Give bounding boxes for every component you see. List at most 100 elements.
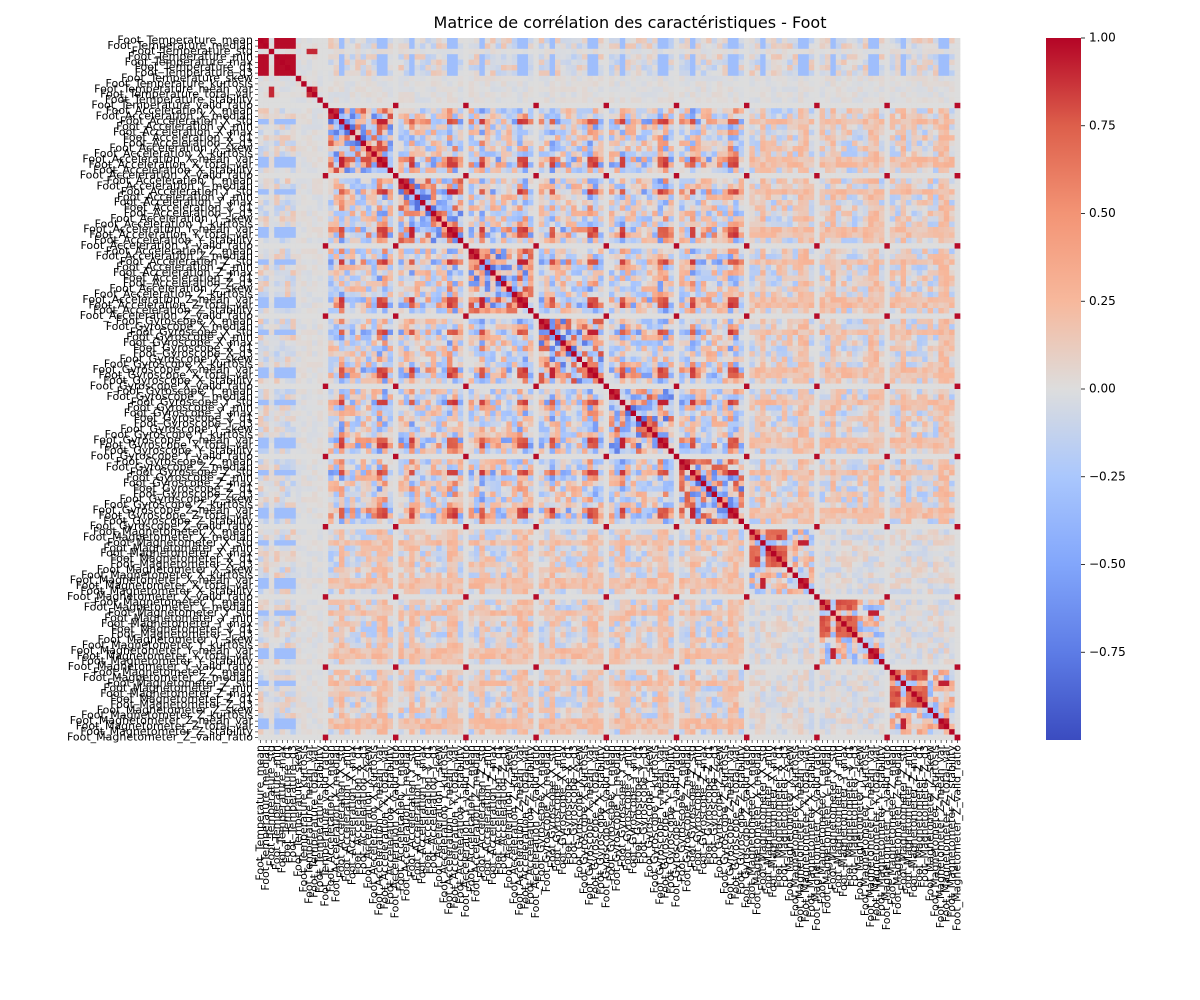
heatmap-cell: [587, 70, 594, 77]
heatmap-cell: [943, 92, 950, 98]
heatmap-cell: [625, 70, 631, 77]
heatmap-cell: [625, 237, 631, 244]
heatmap-cell: [285, 92, 291, 98]
heatmap-cell: [733, 194, 739, 201]
heatmap-cell: [717, 178, 723, 185]
heatmap-cell: [954, 221, 961, 228]
heatmap-cell: [636, 54, 642, 60]
heatmap-cell: [927, 140, 934, 147]
heatmap-cell: [582, 151, 588, 158]
heatmap-cell: [911, 92, 918, 98]
heatmap-cell: [430, 243, 437, 249]
heatmap-cell: [700, 173, 707, 179]
heatmap-cell: [317, 146, 324, 152]
heatmap-cell: [889, 124, 896, 131]
heatmap-cell: [846, 124, 853, 131]
heatmap-cell: [279, 59, 286, 66]
heatmap-cell: [441, 178, 448, 185]
heatmap-cell: [328, 129, 334, 136]
heatmap-cell: [792, 237, 799, 244]
heatmap-cell: [366, 146, 372, 152]
heatmap-cell: [684, 43, 691, 50]
heatmap-cell: [933, 65, 939, 71]
heatmap-cell: [495, 43, 502, 50]
heatmap-cell: [954, 167, 961, 174]
heatmap-cell: [393, 210, 399, 217]
heatmap-cell: [727, 156, 734, 163]
heatmap-cell: [798, 43, 804, 50]
heatmap-cell: [258, 59, 264, 66]
heatmap-cell: [744, 194, 750, 201]
heatmap-cell: [268, 162, 275, 168]
heatmap-cell: [614, 119, 621, 125]
heatmap-cell: [619, 75, 626, 82]
heatmap-cell: [852, 113, 858, 120]
heatmap-cell: [306, 167, 313, 174]
heatmap-cell: [722, 140, 729, 147]
heatmap-cell: [393, 183, 399, 190]
heatmap-cell: [949, 119, 955, 125]
heatmap-cell: [528, 156, 534, 163]
heatmap-cell: [528, 162, 534, 168]
heatmap-cell: [555, 146, 561, 152]
heatmap-cell: [614, 38, 621, 44]
heatmap-cell: [727, 81, 734, 87]
heatmap-cell: [355, 81, 361, 87]
heatmap-cell: [884, 38, 891, 44]
heatmap-cell: [663, 48, 669, 55]
heatmap-cell: [911, 200, 918, 206]
heatmap-cell: [641, 119, 648, 125]
heatmap-cell: [517, 129, 523, 136]
heatmap-cell: [457, 86, 464, 93]
heatmap-cell: [603, 129, 610, 136]
heatmap-cell: [328, 119, 334, 125]
heatmap-cell: [587, 102, 594, 109]
heatmap-cell: [511, 162, 518, 168]
heatmap-cell: [495, 243, 502, 249]
heatmap-cell: [414, 59, 421, 66]
heatmap-cell: [468, 205, 475, 212]
heatmap-cell: [560, 119, 567, 125]
heatmap-cell: [706, 221, 712, 228]
heatmap-cell: [441, 108, 448, 114]
heatmap-cell: [571, 156, 577, 163]
heatmap-cell: [468, 135, 475, 141]
heatmap-cell: [668, 140, 675, 147]
heatmap-cell: [733, 92, 739, 98]
heatmap-cell: [943, 216, 950, 222]
heatmap-cell: [754, 129, 761, 136]
heatmap-cell: [533, 81, 540, 87]
heatmap-cell: [781, 221, 788, 228]
heatmap-cell: [268, 232, 275, 239]
heatmap-cell: [511, 146, 518, 152]
heatmap-cell: [895, 140, 901, 147]
heatmap-cell: [403, 237, 410, 244]
heatmap-cell: [295, 124, 302, 131]
heatmap-cell: [943, 48, 950, 55]
heatmap-cell: [641, 102, 648, 109]
heatmap-cell: [582, 97, 588, 104]
heatmap-cell: [349, 108, 356, 114]
heatmap-cell: [360, 75, 367, 82]
heatmap-cell: [576, 86, 583, 93]
heatmap-cell: [436, 59, 442, 66]
heatmap-cell: [695, 92, 702, 98]
heatmap-cell: [738, 167, 745, 174]
heatmap-cell: [603, 59, 610, 66]
heatmap-cell: [268, 135, 275, 141]
heatmap-cell: [776, 146, 783, 152]
heatmap-cell: [549, 113, 556, 120]
heatmap-cell: [825, 108, 831, 114]
heatmap-cell: [906, 194, 912, 201]
heatmap-cell: [339, 216, 345, 222]
heatmap-cell: [760, 92, 766, 98]
heatmap-cell: [733, 113, 739, 120]
heatmap-cell: [690, 97, 696, 104]
heatmap-cell: [457, 243, 464, 249]
heatmap-cell: [884, 65, 891, 71]
heatmap-cell: [916, 205, 923, 212]
heatmap-cell: [290, 216, 297, 222]
heatmap-cell: [911, 210, 918, 217]
heatmap-cell: [717, 124, 723, 131]
heatmap-cell: [695, 178, 702, 185]
